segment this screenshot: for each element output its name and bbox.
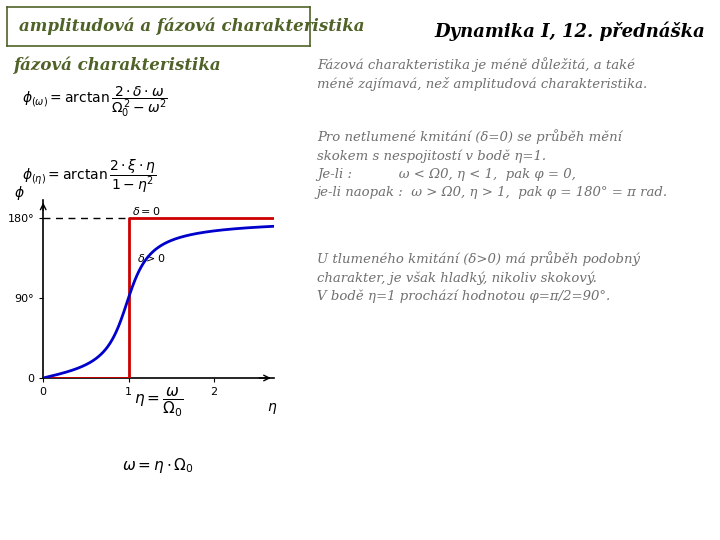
Text: amplitudová a fázová charakteristika: amplitudová a fázová charakteristika <box>19 18 365 35</box>
Text: fázová charakteristika: fázová charakteristika <box>14 57 222 74</box>
Text: Pro netlumené kmitání (δ=0) se průběh mění
skokem s nespojitostí v bodě η=1.
Je-: Pro netlumené kmitání (δ=0) se průběh mě… <box>317 130 668 199</box>
Text: $\eta$: $\eta$ <box>266 401 277 416</box>
Text: $\omega = \eta \cdot \Omega_0$: $\omega = \eta \cdot \Omega_0$ <box>122 456 194 475</box>
Text: $\phi_{(\omega)} = \arctan\dfrac{2 \cdot \delta \cdot \omega}{\Omega_0^{\,2} - \: $\phi_{(\omega)} = \arctan\dfrac{2 \cdot… <box>22 84 168 119</box>
Text: $\delta>0$: $\delta>0$ <box>137 252 166 264</box>
Text: U tlumeného kmitání (δ>0) má průběh podobný
charakter, je však hladký, nikoliv s: U tlumeného kmitání (δ>0) má průběh podo… <box>317 251 640 303</box>
Text: Fázová charakteristika je méně důležitá, a také
méně zajímavá, než amplitudová c: Fázová charakteristika je méně důležitá,… <box>317 57 647 91</box>
Text: $\phi$: $\phi$ <box>14 185 24 202</box>
Text: $\phi_{(\eta)} = \arctan\dfrac{2 \cdot \xi \cdot \eta}{1 - \eta^2}$: $\phi_{(\eta)} = \arctan\dfrac{2 \cdot \… <box>22 157 156 194</box>
Text: $\delta=0$: $\delta=0$ <box>132 205 161 218</box>
Text: Dynamika I, 12. přednáška: Dynamika I, 12. přednáška <box>435 22 706 41</box>
Text: $\eta = \dfrac{\omega}{\Omega_0}$: $\eta = \dfrac{\omega}{\Omega_0}$ <box>134 386 183 418</box>
